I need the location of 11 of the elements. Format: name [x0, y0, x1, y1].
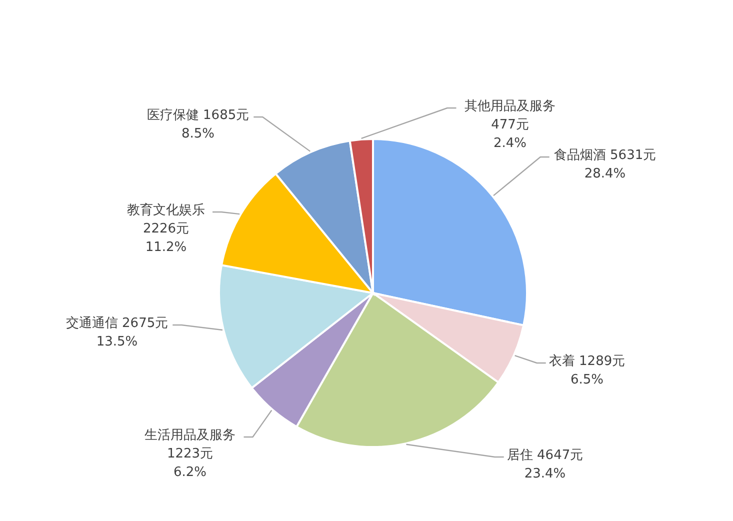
slice-label: 教育文化娱乐 — [127, 202, 205, 218]
data-label: 1223元 6.2% — [166, 446, 214, 480]
slice-label: 居住 4647元 23.4% — [506, 448, 584, 482]
slice-label: 生活用品及服务 — [144, 428, 236, 444]
slice-label: 其他用品及服务 — [464, 99, 556, 114]
slice-label: 衣着 1289元 6.5% — [548, 353, 626, 388]
slice-label: 食品烟酒 5631元 28.4% — [554, 148, 656, 182]
data-label: 477元 2.4% — [491, 118, 529, 152]
data-label: 2226元 11.2% — [142, 222, 190, 256]
slice-label: 交通通信 2675元 13.5% — [66, 315, 168, 350]
slice-label: 医疗保健 1685元 8.5% — [146, 108, 250, 142]
